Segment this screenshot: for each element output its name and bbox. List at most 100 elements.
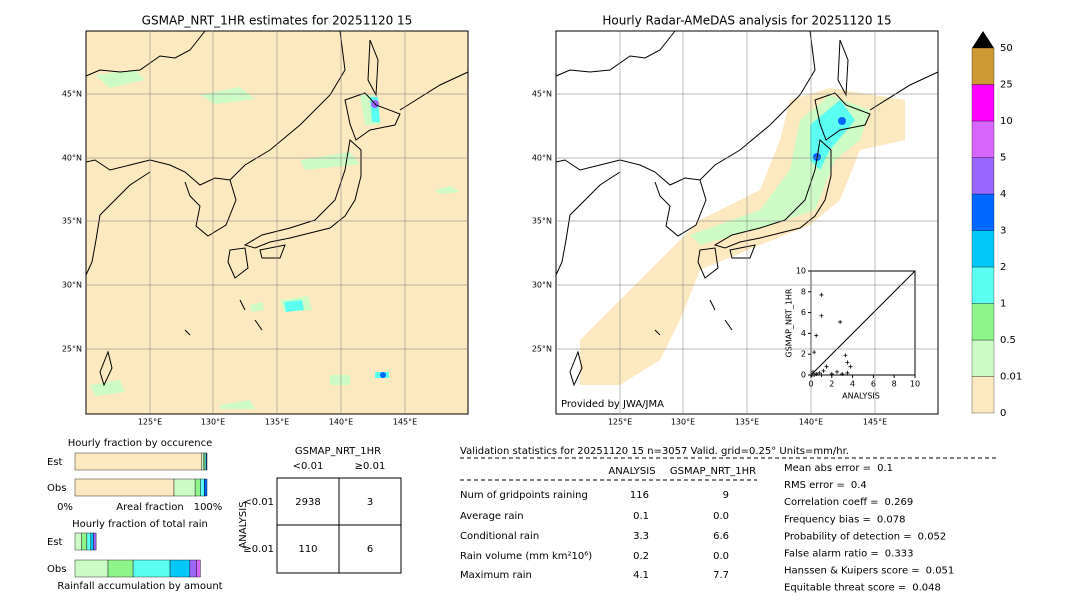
colorbar-label: 4 <box>1000 189 1006 200</box>
point <box>814 333 819 338</box>
y-tick-label: 8 <box>801 287 806 296</box>
score-label: RMS error = <box>784 480 845 491</box>
lat-label: 35°N <box>62 217 82 226</box>
colorbar-label: 0 <box>1000 408 1006 419</box>
lon-label: 130°E <box>201 418 225 427</box>
colorbar-label: 10 <box>1000 116 1013 127</box>
bar-segment <box>74 559 109 578</box>
lon-label: 125°E <box>138 418 162 427</box>
x-tick-label: 0 <box>808 380 813 389</box>
score: Equitable threat score = 0.048 <box>784 583 941 594</box>
chart-title: Hourly fraction by occurence <box>68 438 212 449</box>
bar-segment <box>196 559 201 578</box>
score-label: Equitable threat score = <box>784 583 906 594</box>
point <box>821 368 826 373</box>
lat-label: 40°N <box>532 154 552 163</box>
score-value: 0.048 <box>912 583 941 594</box>
colorbar-label: 1 <box>1000 299 1006 310</box>
lat-label: 30°N <box>532 281 552 290</box>
colorbar-label: 50 <box>1000 43 1013 54</box>
axis-label: Areal fraction <box>116 502 183 513</box>
x-tick-label: 10 <box>910 380 920 389</box>
bar-segment <box>107 559 134 578</box>
point <box>817 370 822 375</box>
colorbar-segment <box>971 157 995 195</box>
bar-segment <box>194 478 201 497</box>
x-tick-label: 8 <box>892 380 897 389</box>
colorbar-segment <box>971 266 995 304</box>
contingency-title: GSMAP_NRT_1HR <box>295 446 381 457</box>
chart-title: Hourly fraction of total rain <box>72 519 208 530</box>
col-label: <0.01 <box>293 461 324 472</box>
colorbar-label: 3 <box>1000 226 1006 237</box>
score: RMS error = 0.4 <box>784 480 867 491</box>
row-title: ANALYSIS <box>238 501 249 548</box>
bar-segment <box>189 559 197 578</box>
lat-label: 45°N <box>532 90 552 99</box>
bar-segment <box>74 532 82 551</box>
cell: 110 <box>298 544 317 555</box>
lon-label: 140°E <box>329 418 353 427</box>
lon-label: 135°E <box>265 418 289 427</box>
bar-segment <box>169 559 191 578</box>
score: Probability of detection = 0.052 <box>784 531 946 542</box>
map-title: Hourly Radar-AMeDAS analysis for 2025112… <box>602 14 891 28</box>
score: Mean abs error = 0.1 <box>784 463 893 474</box>
y-axis-label: GSMAP_NRT_1HR <box>785 288 794 357</box>
row-label: Est <box>47 537 63 548</box>
colorbar-extend <box>972 31 994 48</box>
score-label: Hanssen & Kuipers score = <box>784 566 920 577</box>
point <box>811 369 816 374</box>
score-value: 0.051 <box>926 566 955 577</box>
score-value: 0.269 <box>885 497 914 508</box>
score-value: 0.4 <box>851 480 867 491</box>
lat-label: 25°N <box>62 345 82 354</box>
axis-label: Rainfall accumulation by amount <box>57 581 222 592</box>
lon-label: 130°E <box>671 418 695 427</box>
bar-segment <box>206 452 208 471</box>
row-label: Rain volume (mm km²10⁶) <box>460 551 592 562</box>
bar-segment <box>201 452 204 471</box>
colorbar-segment <box>971 47 995 85</box>
point <box>814 371 819 376</box>
score-label: Mean abs error = <box>784 463 871 474</box>
colorbar-segment <box>971 339 995 377</box>
cell: 116 <box>630 490 649 501</box>
row-label: Conditional rain <box>460 531 539 542</box>
diagonal <box>810 270 916 376</box>
column-header: ANALYSIS <box>608 466 655 477</box>
lat-label: 25°N <box>532 345 552 354</box>
lat-label: 45°N <box>62 90 82 99</box>
lat-label: 30°N <box>62 281 82 290</box>
point <box>819 292 824 297</box>
score-value: 0.078 <box>877 514 906 525</box>
map-title: GSMAP_NRT_1HR estimates for 20251120 15 <box>142 14 413 28</box>
colorbar-label: 2 <box>1000 262 1006 273</box>
row-label: Maximum rain <box>460 570 532 581</box>
lon-label: 140°E <box>799 418 823 427</box>
row-label: Est <box>47 457 63 468</box>
cell: 3.3 <box>633 531 649 542</box>
lon-label: 135°E <box>735 418 759 427</box>
point <box>812 373 817 377</box>
colorbar-label: 0.01 <box>1000 372 1022 383</box>
score-label: False alarm ratio = <box>784 549 879 560</box>
cell: 0.1 <box>633 511 649 522</box>
axis-label: 0% <box>57 502 73 513</box>
point <box>829 371 834 376</box>
lon-label: 145°E <box>863 418 887 427</box>
colorbar-segment <box>971 230 995 268</box>
score: Hanssen & Kuipers score = 0.051 <box>784 566 954 577</box>
colorbar-label: 5 <box>1000 153 1006 164</box>
row-label: Average rain <box>460 511 524 522</box>
point <box>838 319 843 324</box>
cell: 0.0 <box>713 511 729 522</box>
point <box>819 373 824 377</box>
x-tick-label: 6 <box>871 380 876 389</box>
bar-segment <box>173 478 196 497</box>
credit: Provided by JWA/JMA <box>561 399 664 410</box>
x-axis-label: ANALYSIS <box>842 392 880 401</box>
point <box>848 364 853 369</box>
col-label: ≥0.01 <box>355 461 386 472</box>
